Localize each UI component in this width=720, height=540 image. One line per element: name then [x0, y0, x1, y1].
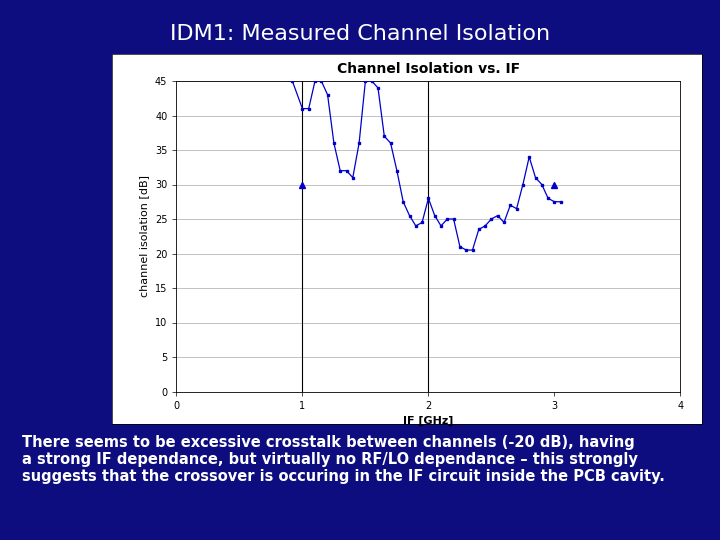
- Text: IDM1: Measured Channel Isolation: IDM1: Measured Channel Isolation: [170, 24, 550, 44]
- X-axis label: IF [GHz]: IF [GHz]: [403, 416, 454, 427]
- Title: Channel Isolation vs. IF: Channel Isolation vs. IF: [337, 62, 520, 76]
- Text: There seems to be excessive crosstalk between channels (-20 dB), having
a strong: There seems to be excessive crosstalk be…: [22, 435, 665, 484]
- Y-axis label: channel isolation [dB]: channel isolation [dB]: [139, 176, 149, 297]
